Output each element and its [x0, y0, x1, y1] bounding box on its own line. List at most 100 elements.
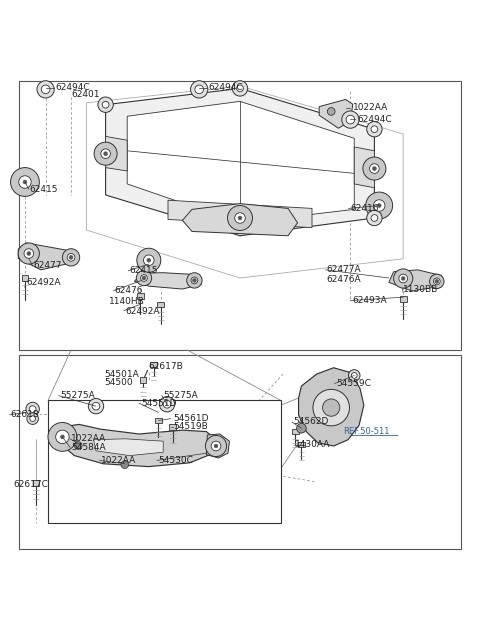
FancyBboxPatch shape — [400, 296, 407, 301]
Circle shape — [351, 372, 357, 378]
Text: 55275A: 55275A — [163, 391, 198, 400]
Circle shape — [88, 399, 104, 414]
Circle shape — [370, 164, 379, 173]
FancyBboxPatch shape — [292, 429, 299, 435]
Circle shape — [195, 85, 204, 94]
Text: 62401: 62401 — [71, 90, 99, 99]
Circle shape — [137, 248, 161, 273]
Circle shape — [19, 176, 31, 188]
Circle shape — [373, 200, 385, 211]
Circle shape — [377, 203, 381, 207]
Text: 54530C: 54530C — [158, 456, 193, 465]
Text: 62476: 62476 — [114, 286, 143, 295]
Text: 62477: 62477 — [34, 261, 62, 271]
Circle shape — [62, 249, 80, 266]
Polygon shape — [389, 270, 442, 291]
Polygon shape — [299, 368, 364, 446]
Polygon shape — [86, 86, 403, 278]
Circle shape — [399, 274, 408, 283]
Text: 62477A: 62477A — [326, 266, 361, 274]
Circle shape — [141, 274, 147, 281]
Text: 62494C: 62494C — [209, 83, 243, 92]
Polygon shape — [106, 89, 374, 236]
Circle shape — [235, 213, 245, 224]
Polygon shape — [182, 203, 298, 236]
Text: 62415: 62415 — [30, 185, 58, 193]
Circle shape — [41, 85, 50, 94]
Text: 54584A: 54584A — [71, 443, 106, 452]
Text: 62492A: 62492A — [126, 306, 160, 316]
Text: 62493A: 62493A — [353, 296, 387, 305]
Bar — [48, 401, 281, 522]
Text: 62618: 62618 — [11, 410, 39, 420]
Circle shape — [323, 399, 340, 416]
Text: 1022AA: 1022AA — [101, 456, 136, 465]
Circle shape — [433, 278, 440, 284]
Circle shape — [163, 401, 171, 408]
Text: 62494C: 62494C — [55, 83, 90, 92]
Text: 1022AA: 1022AA — [71, 435, 106, 443]
Circle shape — [191, 81, 208, 98]
FancyBboxPatch shape — [140, 377, 146, 383]
Circle shape — [372, 166, 376, 170]
Circle shape — [104, 152, 108, 156]
Polygon shape — [106, 136, 127, 171]
Text: 54500: 54500 — [105, 377, 133, 387]
Circle shape — [30, 416, 36, 421]
Text: 55275A: 55275A — [60, 391, 95, 400]
Circle shape — [367, 210, 382, 225]
FancyBboxPatch shape — [298, 441, 305, 447]
Text: 62617B: 62617B — [149, 362, 183, 371]
Circle shape — [74, 441, 82, 450]
Polygon shape — [354, 147, 374, 188]
FancyBboxPatch shape — [157, 301, 164, 307]
Text: 54559C: 54559C — [336, 379, 371, 388]
Circle shape — [367, 122, 382, 137]
Circle shape — [142, 276, 146, 280]
Circle shape — [348, 370, 360, 381]
Circle shape — [232, 81, 248, 96]
Circle shape — [136, 270, 152, 286]
Circle shape — [366, 192, 393, 219]
Circle shape — [26, 403, 39, 416]
Circle shape — [238, 216, 242, 220]
Circle shape — [92, 403, 100, 410]
Circle shape — [313, 389, 349, 426]
Circle shape — [11, 168, 39, 197]
Circle shape — [69, 256, 73, 259]
Circle shape — [191, 277, 198, 284]
Circle shape — [37, 81, 54, 98]
Text: 54519B: 54519B — [173, 422, 207, 431]
Circle shape — [98, 97, 113, 112]
Circle shape — [60, 435, 64, 439]
Circle shape — [27, 252, 31, 256]
FancyBboxPatch shape — [150, 362, 157, 367]
FancyBboxPatch shape — [22, 275, 28, 281]
Circle shape — [56, 430, 69, 443]
Circle shape — [94, 142, 117, 165]
Polygon shape — [94, 439, 163, 455]
FancyBboxPatch shape — [169, 424, 176, 430]
Text: 62415: 62415 — [130, 266, 158, 275]
Circle shape — [371, 126, 378, 133]
Circle shape — [48, 423, 77, 452]
Circle shape — [121, 461, 129, 468]
Circle shape — [363, 157, 386, 180]
FancyBboxPatch shape — [137, 293, 144, 299]
Text: 54561D: 54561D — [173, 414, 208, 423]
Text: 62617C: 62617C — [13, 480, 48, 489]
Circle shape — [192, 278, 196, 283]
Text: 1140HB: 1140HB — [109, 296, 145, 306]
Polygon shape — [57, 425, 216, 467]
Polygon shape — [319, 99, 353, 128]
Polygon shape — [134, 273, 202, 289]
Circle shape — [228, 205, 252, 230]
Text: 62494C: 62494C — [358, 115, 392, 124]
Circle shape — [24, 249, 34, 258]
Polygon shape — [127, 101, 354, 223]
Text: 62476A: 62476A — [326, 275, 361, 284]
Circle shape — [205, 435, 227, 457]
Text: 62492A: 62492A — [26, 278, 61, 287]
Circle shape — [211, 441, 221, 451]
Circle shape — [159, 396, 175, 412]
